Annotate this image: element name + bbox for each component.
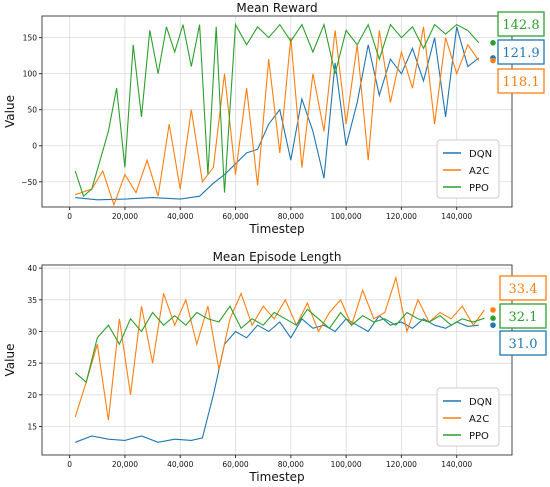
legend-label-ppo: PPO bbox=[469, 183, 489, 194]
end-marker-ppo bbox=[490, 315, 496, 322]
y-tick-label: 150 bbox=[23, 34, 38, 43]
x-tick-label: 0 bbox=[67, 460, 72, 469]
x-tick-label: 80,000 bbox=[278, 212, 304, 221]
y-axis-label: Value bbox=[3, 344, 17, 377]
x-tick-label: 100,000 bbox=[331, 212, 362, 221]
chart-panel-2: 0 20,000 40,000 60,000 80,000 100,000 120,000 1… bbox=[3, 250, 547, 484]
y-tick-label: 40 bbox=[27, 264, 37, 273]
end-value-label-ppo: 32.1 bbox=[509, 310, 538, 325]
series-line-dqn bbox=[75, 26, 480, 201]
y-tick-label: 20 bbox=[27, 391, 37, 400]
y-tick-label: 100 bbox=[23, 70, 38, 79]
y-tick-label: 50 bbox=[27, 106, 37, 115]
end-marker-a2c bbox=[490, 57, 496, 64]
end-value-box-a2c bbox=[499, 275, 547, 301]
y-tick-label: 0 bbox=[32, 142, 37, 151]
series-line-a2c bbox=[74, 275, 485, 421]
plot-frame bbox=[41, 264, 513, 456]
legend-box bbox=[436, 139, 500, 199]
chart-panel-1: 0 20,000 40,000 60,000 80,000 100,000 120,000 1… bbox=[3, 1, 545, 236]
end-value-label-a2c: 33.4 bbox=[509, 282, 538, 297]
end-value-label-ppo: 142.8 bbox=[502, 18, 539, 33]
series-line-ppo bbox=[74, 305, 485, 384]
x-tick-label: 40,000 bbox=[167, 460, 193, 469]
x-tick-label: 40,000 bbox=[167, 212, 193, 221]
end-value-box-dqn bbox=[497, 39, 545, 65]
x-tick-label: 0 bbox=[67, 212, 72, 221]
x-tick-label: 60,000 bbox=[222, 460, 248, 469]
x-tick-label: 20,000 bbox=[112, 460, 138, 469]
x-axis-label: Timestep bbox=[248, 222, 304, 236]
series-line-ppo bbox=[74, 22, 480, 198]
x-tick-label: 20,000 bbox=[112, 212, 138, 221]
chart-title: Mean Reward bbox=[236, 1, 317, 15]
legend-label-dqn: DQN bbox=[469, 149, 492, 160]
x-tick-label: 80,000 bbox=[278, 460, 304, 469]
end-value-label-a2c: 118.1 bbox=[502, 75, 539, 90]
end-value-box-a2c bbox=[497, 68, 545, 94]
end-marker-dqn bbox=[490, 322, 496, 328]
legend-label-a2c: A2C bbox=[469, 414, 489, 425]
y-axis-label: Value bbox=[3, 95, 17, 128]
x-tick-label: 120,000 bbox=[386, 212, 417, 221]
series-line-a2c bbox=[75, 26, 480, 207]
y-tick-label: 30 bbox=[27, 328, 37, 337]
y-tick-label: 25 bbox=[27, 359, 37, 368]
y-tick-label: 35 bbox=[27, 296, 37, 305]
plot-frame bbox=[41, 15, 513, 208]
y-tick-label: 15 bbox=[27, 423, 37, 432]
end-value-label-dqn: 121.9 bbox=[502, 46, 539, 61]
chart-title: Mean Episode Length bbox=[213, 250, 342, 264]
end-value-box-ppo bbox=[499, 303, 547, 329]
end-value-box-dqn bbox=[499, 330, 547, 356]
x-tick-label: 60,000 bbox=[222, 212, 248, 221]
end-value-label-dqn: 31.0 bbox=[509, 337, 538, 352]
legend-label-dqn: DQN bbox=[469, 397, 492, 408]
legend-box bbox=[436, 387, 500, 447]
legend-label-ppo: PPO bbox=[469, 431, 489, 442]
end-marker-a2c bbox=[490, 307, 496, 313]
end-marker-ppo bbox=[490, 40, 496, 46]
x-axis-label: Timestep bbox=[248, 470, 304, 484]
end-value-box-ppo bbox=[497, 11, 545, 37]
x-tick-label: 120,000 bbox=[386, 460, 417, 469]
y-tick-label: −50 bbox=[21, 178, 37, 187]
legend-label-a2c: A2C bbox=[469, 166, 489, 177]
x-tick-label: 100,000 bbox=[331, 460, 362, 469]
series-line-dqn bbox=[75, 314, 479, 443]
x-tick-label: 140,000 bbox=[441, 460, 472, 469]
x-tick-label: 140,000 bbox=[441, 212, 472, 221]
